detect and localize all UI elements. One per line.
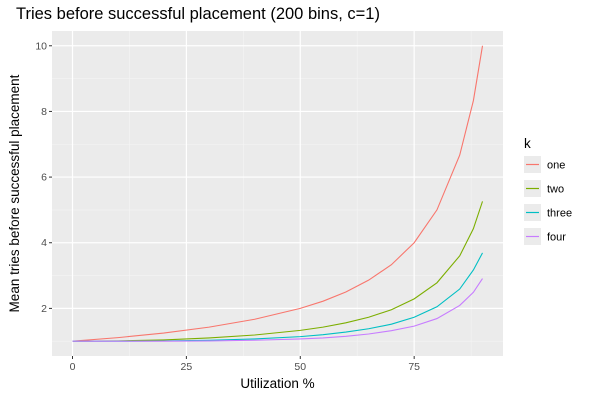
legend-label-four: four (547, 232, 566, 244)
y-axis-title: Mean tries before successful placement (7, 74, 22, 312)
legend-title: k (524, 136, 531, 151)
x-tick-label: 50 (294, 361, 306, 373)
x-tick-label: 25 (181, 361, 193, 373)
series-line-one (72, 45, 484, 342)
x-tick-label: 0 (70, 361, 76, 373)
series-lines (72, 45, 484, 342)
legend-label-one: one (547, 160, 565, 172)
legend-label-two: two (547, 184, 564, 196)
y-tick-label: 6 (41, 172, 47, 184)
series-line-four (72, 278, 483, 342)
series-line-two (72, 201, 484, 342)
x-axis-title: Utilization % (240, 376, 314, 391)
axes: 2 4 6 8 10 0 25 50 75 (35, 40, 420, 373)
y-tick-label: 8 (41, 106, 47, 118)
y-tick-label: 10 (35, 40, 47, 52)
y-tick-label: 4 (41, 237, 47, 249)
legend-label-three: three (547, 208, 572, 220)
legend: k one two three four (524, 136, 572, 245)
plot-panel (52, 31, 503, 356)
chart-title: Tries before successful placement (200 b… (16, 5, 380, 23)
grid-lines (52, 31, 503, 356)
y-tick-label: 2 (41, 303, 47, 315)
x-tick-label: 75 (408, 361, 420, 373)
